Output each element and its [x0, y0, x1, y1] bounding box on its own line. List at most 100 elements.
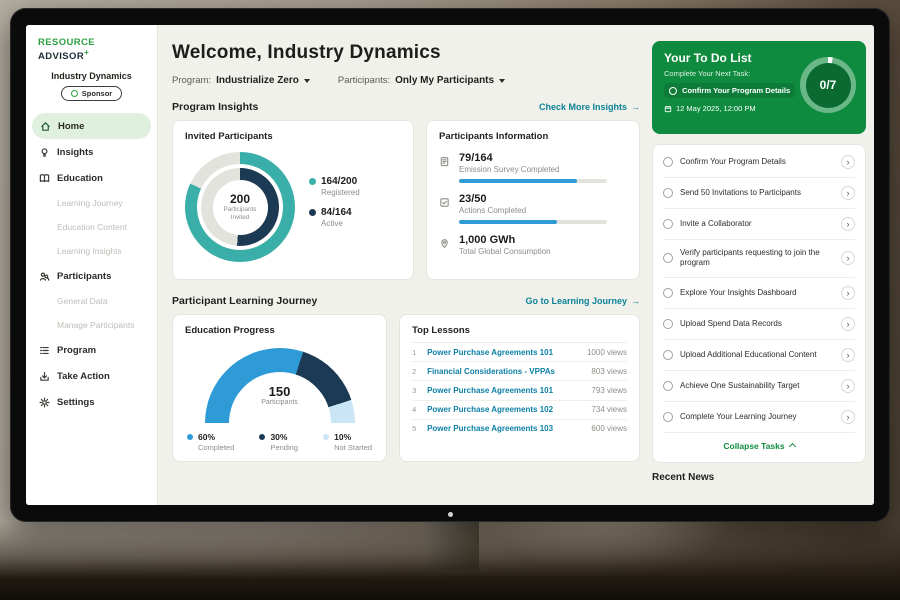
task-label: Confirm Your Program Details [680, 156, 786, 166]
task-row-confirm-program[interactable]: Confirm Your Program Details › [663, 147, 855, 178]
task-row-upload-spend-data[interactable]: Upload Spend Data Records › [663, 309, 855, 340]
legend-label: Not Started [334, 443, 373, 452]
lesson-rank: 5 [412, 424, 417, 434]
collapse-tasks-link[interactable]: Collapse Tasks [663, 433, 855, 460]
task-label: Invite a Collaborator [680, 218, 752, 228]
gauge-legend: 60% Completed 30% Pending 10% Not Starte… [185, 432, 374, 452]
lesson-link[interactable]: Power Purchase Agreements 102 [427, 405, 554, 415]
todo-summary-card: Your To Do List Complete Your Next Task:… [652, 41, 866, 134]
todo-next-task[interactable]: Confirm Your Program Details [664, 83, 796, 98]
link-label: Go to Learning Journey [525, 296, 627, 306]
task-row-achieve-sustainability-target[interactable]: Achieve One Sustainability Target › [663, 371, 855, 402]
program-insights-title: Program Insights [172, 101, 259, 113]
todo-progress-ring: 0/7 [800, 57, 856, 113]
chevron-right-icon[interactable]: › [841, 217, 855, 231]
sidebar-item-label: Home [58, 120, 85, 132]
consumption-label: Total Global Consumption [459, 247, 551, 256]
check-more-insights-link[interactable]: Check More Insights → [539, 102, 640, 112]
lesson-views: 1000 views [586, 347, 627, 357]
sidebar-item-learning-insights[interactable]: Learning Insights [26, 239, 157, 263]
checkbox-icon[interactable] [663, 188, 673, 198]
emission-survey-value: 79/164 [459, 152, 493, 164]
chevron-down-icon[interactable] [499, 78, 506, 83]
gauge-center-label: Participants [261, 399, 298, 406]
program-filter-label: Program: [172, 75, 212, 86]
chevron-right-icon[interactable]: › [841, 251, 855, 266]
checkbox-icon[interactable] [663, 380, 673, 391]
survey-icon [439, 152, 451, 183]
participants-filter-value[interactable]: Only My Participants [395, 75, 495, 86]
sidebar-item-learning-journey[interactable]: Learning Journey [26, 191, 157, 215]
participants-filter[interactable]: Participants: Only My Participants [338, 75, 506, 86]
checkbox-icon[interactable] [663, 318, 673, 329]
chevron-right-icon[interactable]: › [841, 409, 855, 424]
program-insights-header: Program Insights Check More Insights → [172, 101, 640, 113]
go-to-learning-journey-link[interactable]: Go to Learning Journey → [525, 296, 640, 306]
chevron-down-icon[interactable] [303, 78, 310, 83]
main-content: Welcome, Industry Dynamics Program: Indu… [172, 25, 640, 462]
lesson-link[interactable]: Power Purchase Agreements 101 [427, 347, 554, 357]
sidebar-item-education-content[interactable]: Education Content [26, 215, 157, 239]
learning-cards-row: Education Progress 150 Participants 60 [172, 314, 640, 462]
checkbox-icon[interactable] [663, 219, 673, 229]
sidebar-item-manage-participants[interactable]: Manage Participants [26, 313, 157, 337]
sidebar-item-take-action[interactable]: Take Action [26, 363, 157, 389]
sidebar-item-home[interactable]: Home [32, 113, 151, 140]
chevron-right-icon[interactable]: › [841, 378, 855, 393]
sidebar-item-insights[interactable]: Insights [26, 139, 157, 165]
chevron-right-icon[interactable]: › [841, 285, 855, 300]
lesson-link[interactable]: Power Purchase Agreements 101 [427, 385, 554, 395]
learning-journey-title: Participant Learning Journey [172, 295, 318, 307]
consumption-row: 1,000 GWh Total Global Consumption [439, 234, 627, 256]
task-row-verify-participants[interactable]: Verify participants requesting to join t… [663, 240, 855, 278]
list-icon [38, 344, 50, 356]
todo-subtitle: Complete Your Next Task: [664, 69, 751, 78]
actions-completed-value: 23/50 [459, 193, 487, 205]
sponsor-badge-label: Sponsor [81, 89, 113, 99]
task-row-invite-collaborator[interactable]: Invite a Collaborator › [663, 209, 855, 240]
gear-icon [38, 396, 50, 408]
task-row-upload-educational-content[interactable]: Upload Additional Educational Content › [663, 340, 855, 371]
checkbox-icon[interactable] [663, 157, 673, 167]
sidebar-item-participants[interactable]: Participants [26, 263, 157, 289]
task-row-send-invitations[interactable]: Send 50 Invitations to Participants › [663, 178, 855, 209]
org-name: Industry Dynamics [51, 71, 132, 82]
checkbox-icon[interactable] [663, 253, 673, 264]
lesson-link[interactable]: Financial Considerations - VPPAs [427, 366, 555, 376]
chevron-right-icon[interactable]: › [841, 155, 855, 169]
donut-legend: 164/200 Registered 84/164 Active [309, 176, 360, 238]
lesson-rank: 4 [412, 405, 417, 415]
education-gauge-chart: 150 Participants [204, 348, 355, 424]
chevron-right-icon[interactable]: › [841, 316, 855, 331]
sidebar-subitem-label: Learning Journey [57, 198, 123, 209]
task-label: Send 50 Invitations to Participants [680, 187, 801, 197]
task-label: Explore Your Insights Dashboard [680, 287, 797, 297]
task-row-complete-learning-journey[interactable]: Complete Your Learning Journey › [663, 402, 855, 433]
task-label: Complete Your Learning Journey [680, 411, 797, 421]
checkbox-icon[interactable] [663, 349, 673, 360]
sponsor-badge[interactable]: Sponsor [60, 86, 123, 102]
legend-label: Pending [270, 443, 298, 452]
monitor-bezel: RESOURCE ADVISOR+ Industry Dynamics Spon… [10, 8, 890, 522]
chevron-right-icon[interactable]: › [841, 347, 855, 362]
screen: RESOURCE ADVISOR+ Industry Dynamics Spon… [26, 25, 874, 505]
sidebar-item-general-data[interactable]: General Data [26, 289, 157, 313]
checkbox-icon[interactable] [663, 287, 673, 298]
book-icon [38, 172, 50, 184]
todo-task-list: Confirm Your Program Details › Send 50 I… [652, 144, 866, 463]
take-action-icon [38, 370, 50, 382]
task-row-explore-insights[interactable]: Explore Your Insights Dashboard › [663, 278, 855, 309]
lesson-views: 803 views [591, 366, 627, 376]
checkbox-icon[interactable] [669, 86, 677, 95]
sidebar-item-program[interactable]: Program [26, 337, 157, 363]
chevron-right-icon[interactable]: › [841, 186, 855, 200]
sidebar-item-education[interactable]: Education [26, 165, 157, 191]
sidebar-item-settings[interactable]: Settings [26, 389, 157, 415]
legend-item-not-started: 10% Not Started [323, 432, 372, 452]
lesson-link[interactable]: Power Purchase Agreements 103 [427, 424, 554, 434]
program-filter[interactable]: Program: Industrialize Zero [172, 75, 310, 86]
program-filter-value[interactable]: Industrialize Zero [216, 75, 299, 86]
todo-next-date: 12 May 2025, 12:00 PM [664, 104, 854, 113]
legend-item-completed: 60% Completed [187, 432, 234, 452]
checkbox-icon[interactable] [663, 411, 673, 422]
